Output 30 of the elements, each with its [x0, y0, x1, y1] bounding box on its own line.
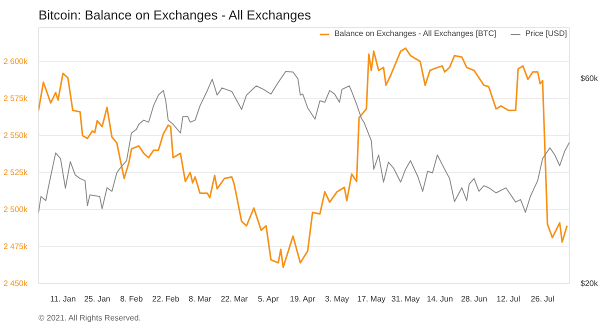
- x-tick-label: 17. May: [357, 294, 386, 304]
- y-tick-label: 2 600k: [3, 57, 28, 66]
- text: © 2021. All Rights Reserved.: [38, 314, 141, 322]
- x-tick-label: 19. Apr: [290, 294, 316, 304]
- x-tick-label: 5. Apr: [258, 294, 280, 304]
- y-tick-label: 2 500k: [3, 205, 28, 214]
- line-series: [38, 71, 570, 214]
- x-tick-label: 8. Feb: [120, 294, 144, 304]
- x-tick-label: 12. Jul: [496, 294, 520, 304]
- y-tick-label: 2 475k: [3, 242, 28, 252]
- x-tick-label: 28. Jun: [460, 294, 488, 304]
- legend-label: Balance on Exchanges - All Exchanges [BTC]: [334, 29, 496, 38]
- x-tick-label: 26. Jul: [530, 294, 555, 304]
- x-tick-label: 8. Mar: [188, 294, 212, 304]
- x-tick-label: 22. Feb: [152, 294, 180, 304]
- x-tick-label: 11. Jan: [50, 294, 76, 304]
- x-tick-label: 14. Jun: [426, 294, 453, 304]
- y2-tick-label: $60k: [580, 74, 599, 84]
- y-tick-label: 2 450k: [3, 279, 28, 288]
- y-tick-label: 2 525k: [3, 168, 28, 178]
- x-tick-label: 31. May: [391, 294, 420, 304]
- x-tick-label: 22. Mar: [220, 294, 248, 304]
- y-tick-label: 2 575k: [3, 94, 28, 104]
- legend-label: Price [USD]: [525, 29, 567, 38]
- y-tick-label: 2 550k: [3, 131, 28, 140]
- x-tick-label: 25. Jan: [84, 294, 110, 304]
- y2-tick-label: $20k: [580, 279, 599, 288]
- x-tick-label: 3. May: [325, 294, 350, 304]
- chart-title: Bitcoin: Balance on Exchanges - All Exchanges: [38, 8, 312, 22]
- line-series: [38, 47, 568, 268]
